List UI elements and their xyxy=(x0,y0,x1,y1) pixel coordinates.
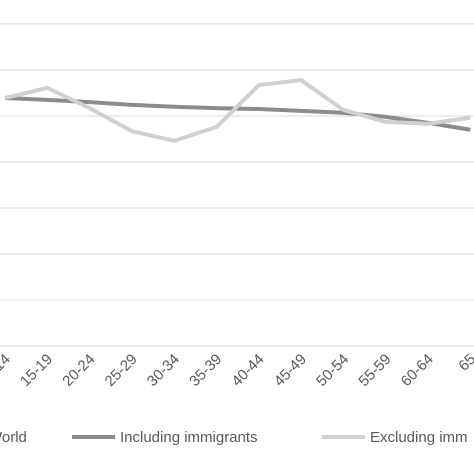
x-tick-label: 55-59 xyxy=(355,351,394,390)
x-tick-label: 60-64 xyxy=(398,351,437,390)
x-tick-label: 15-19 xyxy=(17,351,56,390)
x-tick-label: 25-29 xyxy=(102,351,141,390)
x-tick-label: 40-44 xyxy=(228,351,267,390)
x-tick-label: 50-54 xyxy=(313,351,352,390)
legend-label: Excluding imm xyxy=(370,429,468,446)
series-line xyxy=(4,78,471,143)
x-tick-label: 65 xyxy=(455,351,474,375)
legend-label: Including immigrants xyxy=(120,429,258,446)
legend-label: World xyxy=(0,429,27,446)
x-tick-label: 20-24 xyxy=(59,351,98,390)
x-tick-label: 35-39 xyxy=(186,351,225,390)
x-tick-label: 30-34 xyxy=(144,351,183,390)
x-tick-label: 45-49 xyxy=(271,351,310,390)
x-tick-label: 14 xyxy=(0,351,14,375)
